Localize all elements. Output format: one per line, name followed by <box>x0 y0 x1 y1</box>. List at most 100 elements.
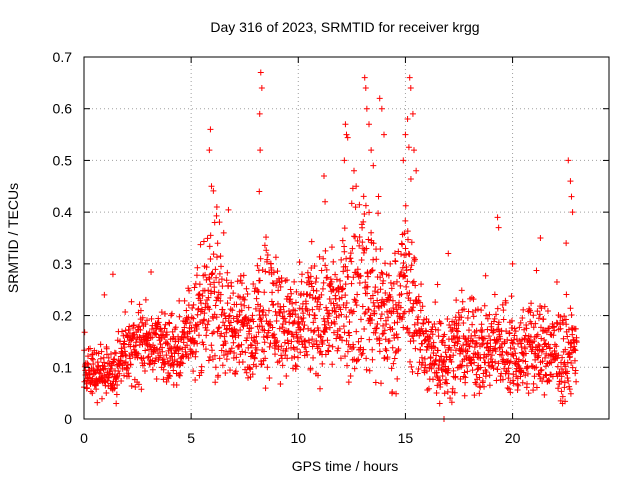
data-point <box>214 240 221 247</box>
data-point <box>402 251 409 258</box>
data-point <box>213 274 220 281</box>
data-point <box>350 344 357 351</box>
data-point <box>247 366 254 373</box>
data-point <box>212 302 219 309</box>
data-point <box>248 342 255 349</box>
data-point <box>343 337 350 344</box>
data-point <box>470 313 477 320</box>
data-point <box>181 297 188 304</box>
data-point <box>207 232 214 239</box>
data-point <box>112 350 119 357</box>
data-point <box>110 384 117 391</box>
data-point <box>531 373 538 380</box>
data-point <box>244 291 251 298</box>
data-point <box>193 326 200 333</box>
data-point <box>359 239 366 246</box>
data-point <box>390 280 397 287</box>
data-point <box>471 359 478 366</box>
data-point <box>451 389 458 396</box>
data-point <box>203 332 210 339</box>
data-point <box>84 360 91 367</box>
data-point <box>569 364 576 371</box>
data-point <box>172 338 179 345</box>
data-point <box>356 201 363 208</box>
data-point <box>215 372 222 379</box>
data-point <box>109 381 116 388</box>
data-point <box>267 340 274 347</box>
data-point <box>395 248 402 255</box>
data-point <box>393 278 400 285</box>
data-point <box>455 322 462 329</box>
data-point <box>297 349 304 356</box>
data-point <box>507 389 514 396</box>
data-point <box>333 335 340 342</box>
data-point <box>230 339 237 346</box>
data-point <box>220 352 227 359</box>
data-point <box>562 398 569 405</box>
data-point <box>494 366 501 373</box>
data-point <box>558 366 565 373</box>
data-point <box>358 335 365 342</box>
data-point <box>356 242 363 249</box>
data-point <box>573 339 580 346</box>
x-tick-label: 10 <box>290 430 306 446</box>
data-point <box>402 245 409 252</box>
data-point <box>401 230 408 237</box>
data-point <box>155 319 162 326</box>
data-point <box>256 110 263 117</box>
data-point <box>99 395 105 402</box>
data-point <box>473 381 480 388</box>
data-point <box>492 348 499 355</box>
data-point <box>239 348 246 355</box>
data-point <box>315 372 321 379</box>
data-point <box>273 339 280 346</box>
data-point <box>490 365 497 372</box>
data-point <box>524 370 531 377</box>
data-point <box>255 329 262 336</box>
data-point <box>201 287 208 294</box>
data-point <box>400 324 407 331</box>
data-point <box>488 352 495 359</box>
data-point <box>366 367 373 374</box>
data-point <box>382 289 389 296</box>
data-point <box>307 273 314 280</box>
data-point <box>441 331 448 338</box>
data-point <box>285 328 292 335</box>
data-point <box>500 316 507 323</box>
data-point <box>537 235 544 241</box>
data-point <box>349 185 356 192</box>
data-point <box>263 247 270 254</box>
data-point <box>416 299 423 306</box>
data-point <box>567 353 573 360</box>
data-point <box>160 366 167 373</box>
data-point <box>259 267 266 274</box>
data-point <box>389 344 396 351</box>
data-point <box>209 330 216 337</box>
data-point <box>340 323 347 330</box>
data-point <box>323 304 330 311</box>
data-point <box>450 335 456 342</box>
data-point <box>223 326 230 333</box>
data-point <box>389 297 396 304</box>
data-point <box>307 291 314 298</box>
data-point <box>108 350 114 357</box>
data-point <box>455 338 462 345</box>
data-point <box>530 380 537 387</box>
data-point <box>119 328 126 335</box>
data-point <box>208 288 215 295</box>
data-point <box>569 331 576 338</box>
data-point <box>424 387 431 394</box>
data-point <box>237 273 244 280</box>
data-point <box>224 269 231 276</box>
data-point <box>502 299 509 306</box>
data-point <box>464 315 471 322</box>
data-point <box>356 279 363 286</box>
data-point <box>162 310 168 317</box>
data-point <box>111 349 118 356</box>
data-point <box>276 358 283 365</box>
data-point <box>492 340 499 347</box>
data-point <box>448 328 455 335</box>
data-point <box>458 287 465 294</box>
data-point <box>351 365 358 372</box>
x-tick-label: 20 <box>505 430 521 446</box>
